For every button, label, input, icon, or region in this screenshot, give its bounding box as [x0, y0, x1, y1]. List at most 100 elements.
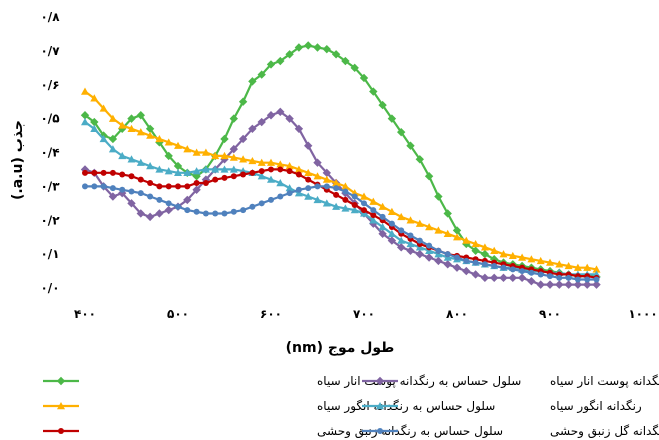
data-point: [164, 205, 173, 215]
data-point: [80, 165, 90, 174]
legend-marker: [376, 402, 384, 410]
data-point: [164, 167, 173, 175]
data-point: [165, 183, 172, 190]
data-point: [491, 262, 498, 269]
data-point: [407, 232, 414, 239]
y-tick-label: ۰/۸: [40, 10, 60, 24]
data-point: [370, 212, 377, 219]
data-point: [202, 210, 209, 217]
data-point: [81, 87, 89, 95]
series-line: [84, 90, 597, 271]
data-point: [415, 155, 424, 164]
data-point: [518, 253, 527, 261]
data-point: [592, 265, 601, 273]
x-tick-label: ۱۰۰۰: [628, 307, 657, 321]
data-point: [304, 168, 313, 177]
data-point: [155, 165, 164, 173]
data-point: [276, 107, 285, 117]
data-point: [593, 276, 600, 283]
data-point: [267, 158, 275, 166]
data-point: [109, 169, 116, 176]
series-6: [82, 183, 600, 283]
data-point: [285, 50, 294, 59]
data-point: [388, 220, 395, 227]
data-point: [378, 202, 387, 210]
data-point: [220, 151, 229, 160]
data-point: [173, 161, 183, 171]
data-point: [193, 179, 200, 186]
data-point: [136, 209, 145, 218]
data-point: [285, 184, 294, 192]
x-tick-label: ۴۰۰: [74, 307, 96, 321]
data-point: [128, 173, 135, 180]
data-point: [127, 155, 136, 163]
data-point: [147, 179, 154, 186]
x-tick-label: ۸۰۰: [446, 307, 468, 321]
data-point: [313, 172, 322, 180]
data-point: [257, 117, 266, 127]
data-point: [155, 134, 164, 143]
data-point: [369, 197, 378, 205]
y-tick-label: ۰/۷: [40, 44, 60, 58]
data-point: [119, 171, 126, 178]
data-point: [286, 168, 293, 175]
data-point: [555, 260, 564, 268]
data-point: [183, 145, 192, 153]
data-point: [397, 212, 406, 221]
data-point: [229, 114, 238, 123]
legend-marker: [375, 376, 385, 386]
data-point: [127, 124, 136, 132]
data-point: [240, 207, 247, 214]
data-point: [295, 171, 302, 178]
data-point: [313, 158, 322, 167]
data-point: [416, 237, 423, 244]
legend-item: رنگدانه انگور سیاه: [362, 399, 642, 414]
data-point: [212, 210, 219, 217]
data-point: [555, 280, 564, 289]
data-point: [257, 70, 266, 79]
data-point: [574, 276, 581, 283]
data-point: [257, 172, 266, 180]
data-point: [192, 167, 201, 175]
series-line: [84, 44, 597, 278]
data-point: [118, 124, 127, 133]
data-point: [90, 117, 99, 127]
data-point: [331, 50, 341, 59]
data-point: [545, 280, 555, 289]
data-point: [175, 183, 181, 190]
legend-label: رنگدانه پوست انار سیاه: [550, 374, 659, 389]
data-point: [426, 242, 433, 249]
data-point: [490, 246, 499, 254]
data-point: [378, 229, 387, 238]
data-point: [444, 251, 451, 258]
data-point: [480, 249, 490, 259]
data-point: [406, 216, 415, 224]
data-point: [406, 239, 415, 248]
data-point: [471, 239, 480, 248]
data-point: [240, 171, 247, 178]
data-point: [584, 276, 591, 283]
data-point: [127, 199, 136, 208]
data-point: [471, 270, 480, 279]
data-point: [238, 97, 248, 106]
data-point: [90, 124, 99, 132]
data-point: [99, 134, 108, 143]
series-1: [80, 41, 601, 282]
data-point: [305, 185, 312, 192]
legend-marker: [57, 402, 65, 410]
data-point: [295, 186, 302, 193]
data-point: [294, 124, 304, 133]
data-point: [100, 169, 107, 176]
data-point: [183, 195, 192, 205]
data-point: [268, 166, 274, 173]
data-point: [118, 151, 127, 160]
data-point: [564, 261, 573, 270]
y-axis: ۰/۰ ۰/۱ ۰/۲ ۰/۳ ۰/۴ ۰/۵ ۰/۶ ۰/۷ ۰/۸: [40, 10, 60, 295]
data-point: [90, 94, 99, 102]
data-point: [517, 273, 527, 283]
data-point: [573, 263, 582, 271]
data-point: [201, 165, 210, 173]
legend-marker: [377, 428, 383, 434]
data-point: [583, 263, 592, 271]
